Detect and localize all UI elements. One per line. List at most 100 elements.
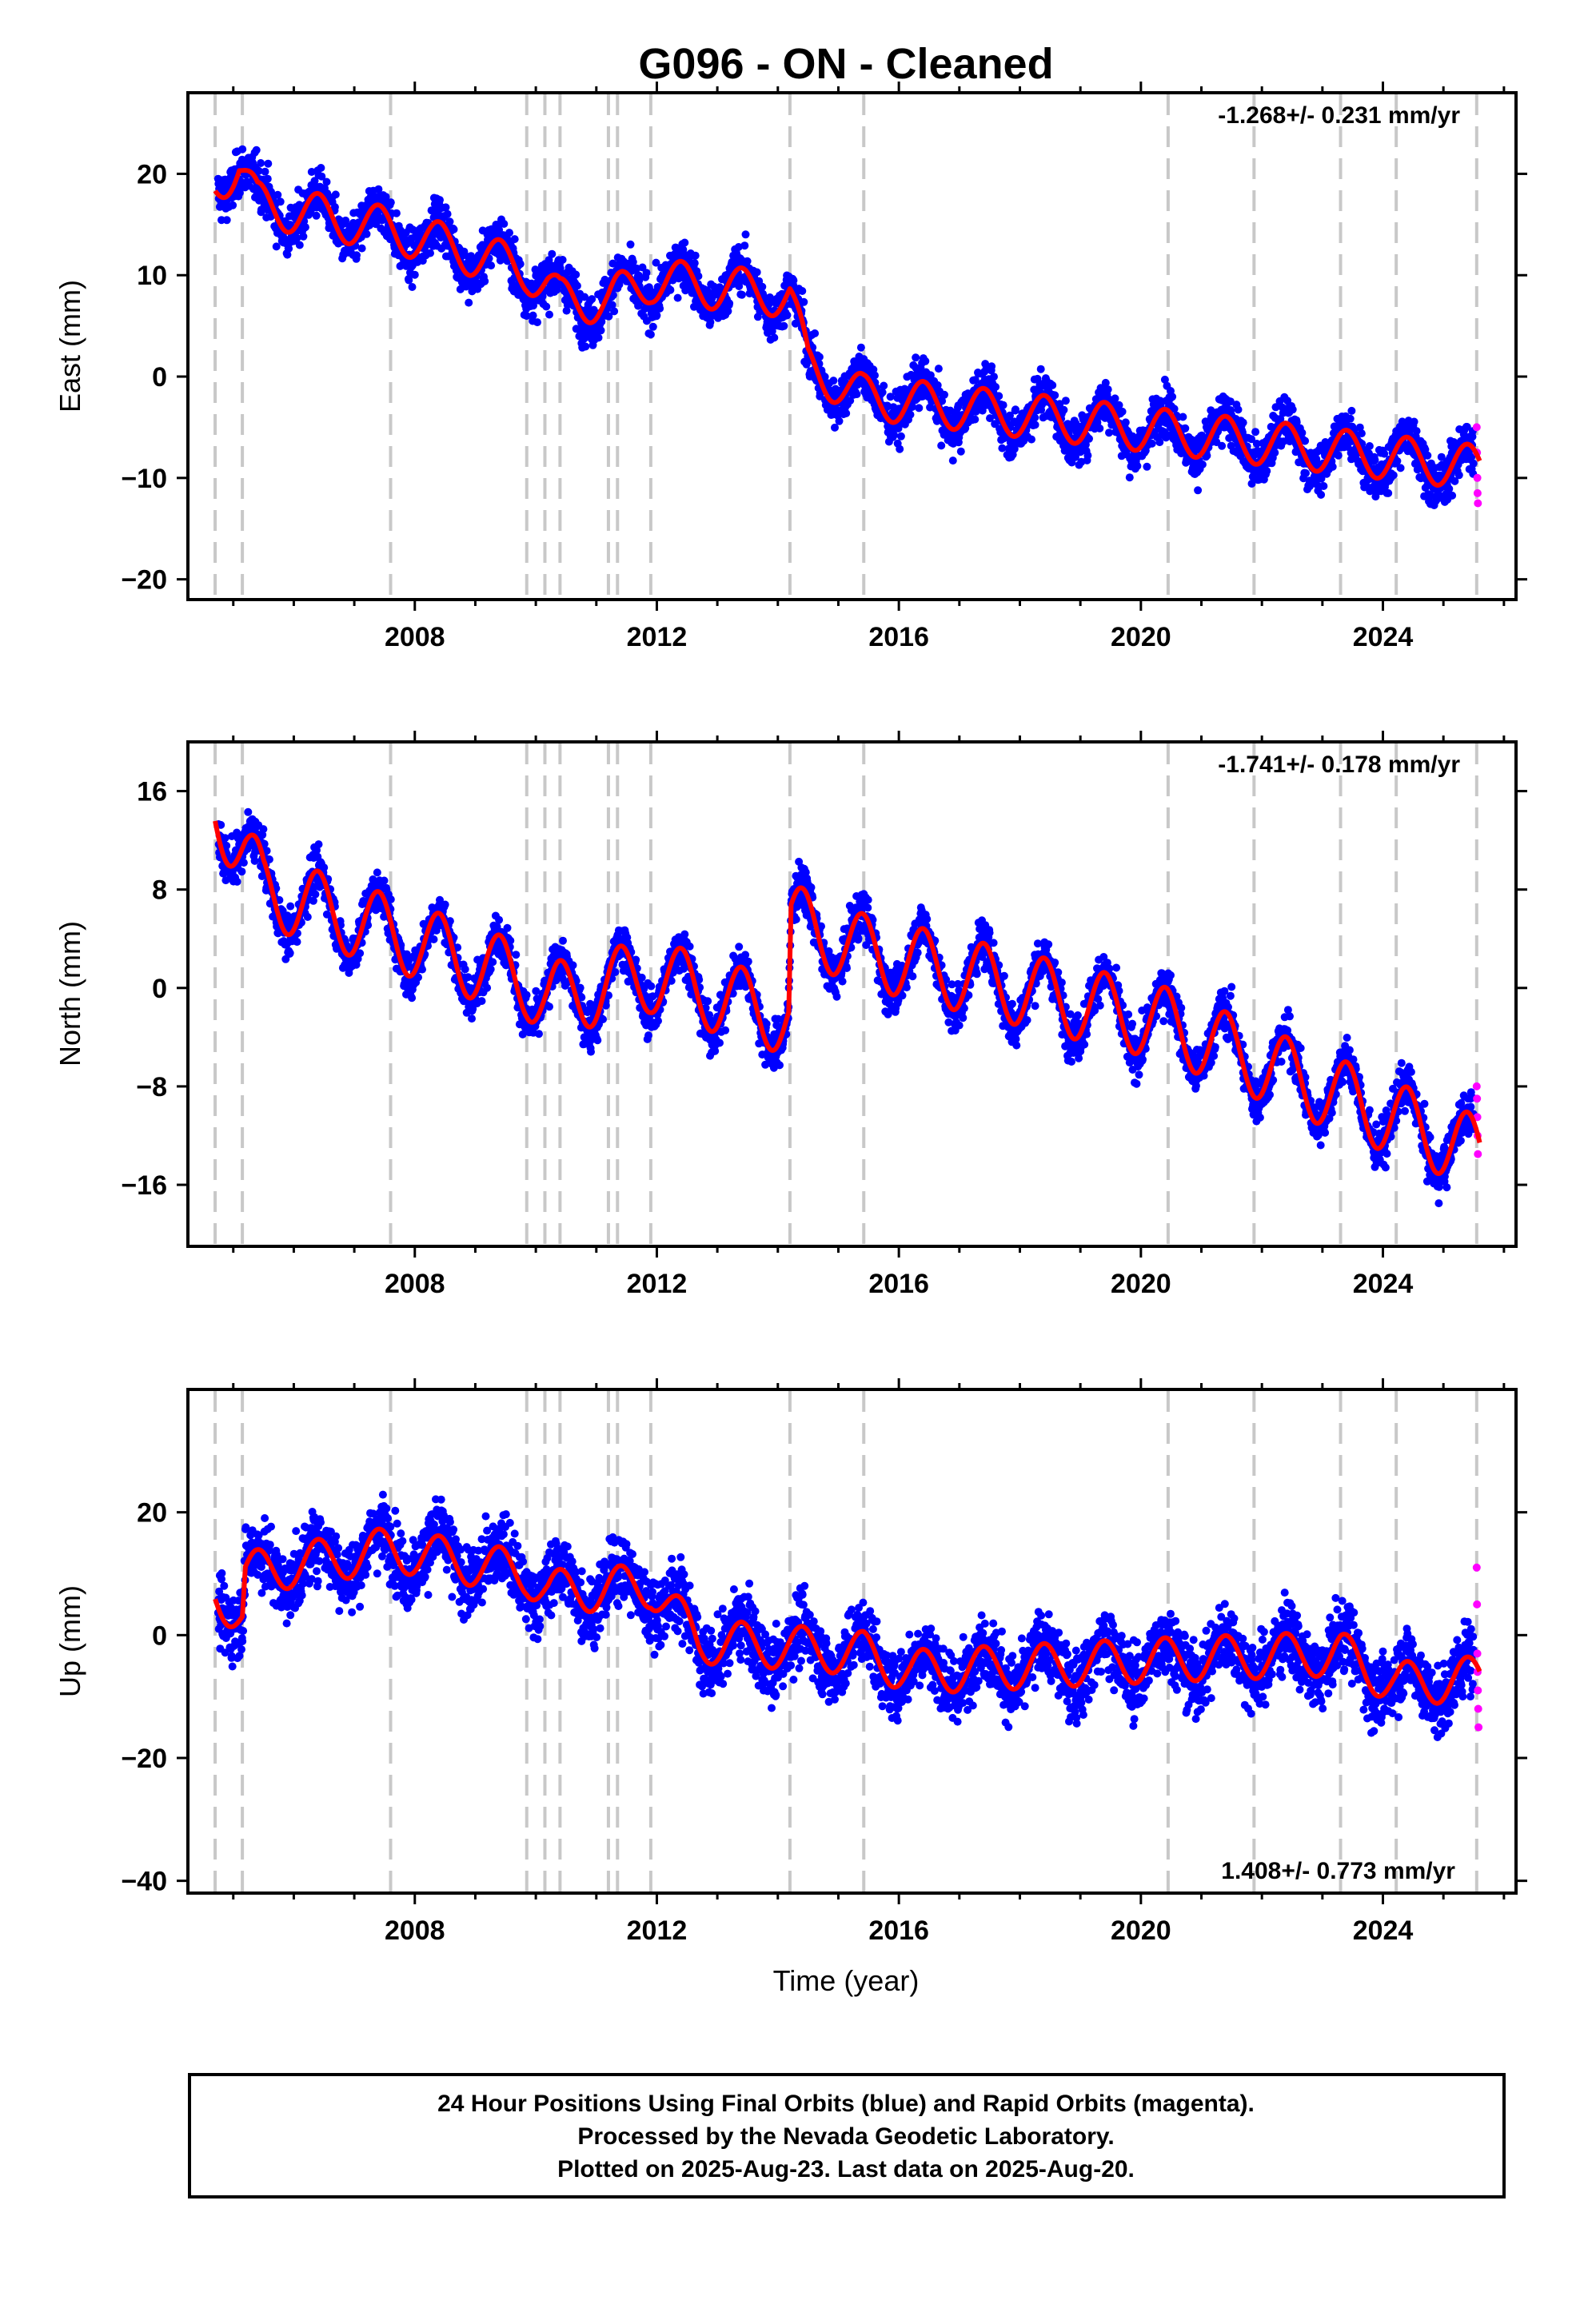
east-final-point-149 xyxy=(264,175,272,183)
east-final-point-536 xyxy=(393,209,401,217)
east-final-point-3268 xyxy=(1302,469,1310,477)
east-final-point-1585 xyxy=(742,230,750,238)
east-final-point-2958 xyxy=(1199,460,1207,468)
east-final-point-3699 xyxy=(1445,484,1453,492)
east-final-point-573 xyxy=(405,277,413,285)
east-final-point-3366 xyxy=(1335,452,1343,460)
east-final-point-1574 xyxy=(738,291,746,299)
east-final-point-3594 xyxy=(1410,418,1418,426)
east-final-point-1150 xyxy=(597,326,605,334)
east-final-point-1536 xyxy=(725,299,733,307)
east-final-point-2762 xyxy=(1133,462,1141,470)
east-final-point-801 xyxy=(481,277,489,285)
east-final-point-1300 xyxy=(647,330,655,338)
east-final-point-1381 xyxy=(674,294,682,302)
east-final-point-2048 xyxy=(896,445,904,453)
east-final-point-179 xyxy=(273,191,281,199)
east-final-point-2739 xyxy=(1126,473,1134,481)
east-final-point-2867 xyxy=(1168,393,1176,401)
east-final-point-3322 xyxy=(1319,482,1327,490)
north-final-point-77 xyxy=(240,859,248,867)
east-final-point-2052 xyxy=(897,433,905,440)
east-final-point-1079 xyxy=(573,282,581,290)
east-ytick-label-0: −20 xyxy=(121,565,167,596)
east-final-point-1619 xyxy=(753,269,761,277)
east-final-point-1104 xyxy=(581,343,589,351)
east-final-point-637 xyxy=(426,249,434,257)
east-final-point-2674 xyxy=(1104,385,1112,393)
east-final-point-2331 xyxy=(990,373,998,381)
east-final-point-1190 xyxy=(610,307,618,315)
east-final-point-859 xyxy=(500,220,508,228)
north-final-point-318 xyxy=(320,863,328,871)
east-final-point-820 xyxy=(487,261,495,269)
north-final-point-792 xyxy=(478,997,486,1005)
east-final-point-1729 xyxy=(789,277,797,285)
east-final-point-2274 xyxy=(971,416,979,424)
north-final-point-237 xyxy=(293,938,301,946)
north-final-point-1036 xyxy=(559,937,567,945)
north-final-point-964 xyxy=(535,1030,543,1038)
gps-timeseries-figure: G096 - ON - Cleaned −20−1001020 20082012… xyxy=(0,0,1580,2320)
east-final-point-1853 xyxy=(831,424,839,432)
east-final-point-2096 xyxy=(912,353,920,361)
east-final-point-2791 xyxy=(1143,463,1151,471)
east-final-point-1793 xyxy=(811,329,819,337)
east-final-point-1143 xyxy=(595,333,603,341)
east-final-point-696 xyxy=(446,217,454,225)
north-final-point-648 xyxy=(430,935,438,943)
east-final-point-1866 xyxy=(836,417,844,425)
east-final-point-446 xyxy=(363,230,371,238)
north-final-point-742 xyxy=(461,965,469,973)
east-final-point-1807 xyxy=(816,353,824,361)
east-final-point-2514 xyxy=(1051,391,1059,399)
east-final-point-3708 xyxy=(1448,492,1456,500)
east-final-point-708 xyxy=(450,225,458,233)
east-final-point-3175 xyxy=(1271,448,1279,456)
east-final-point-1887 xyxy=(842,409,850,417)
east-final-point-1671 xyxy=(770,333,778,341)
east-final-point-2541 xyxy=(1059,406,1067,414)
east-final-point-26 xyxy=(223,216,231,224)
east-final-point-1849 xyxy=(829,377,837,385)
north-final-point-90 xyxy=(244,808,252,816)
east-final-point-2472 xyxy=(1037,365,1045,373)
east-final-point-2336 xyxy=(991,383,999,391)
east-final-point-3402 xyxy=(1347,415,1355,423)
east-final-point-1760 xyxy=(800,298,808,306)
east-final-point-3601 xyxy=(1413,427,1421,435)
east-final-point-256 xyxy=(299,233,307,241)
east-final-point-583 xyxy=(409,283,417,291)
east-final-point-1239 xyxy=(627,241,635,249)
east-final-point-2507 xyxy=(1048,381,1056,389)
north-final-point-519 xyxy=(387,895,395,903)
east-final-point-3065 xyxy=(1235,405,1243,413)
east-xtick-label-2024: 2024 xyxy=(1353,622,1414,652)
east-final-point-2455 xyxy=(1031,421,1039,429)
east-final-point-3543 xyxy=(1393,457,1401,465)
east-final-point-1434 xyxy=(692,252,700,260)
north-final-point-71 xyxy=(237,867,245,875)
east-final-point-1035 xyxy=(559,256,567,264)
east-final-point-416 xyxy=(353,251,361,259)
north-final-point-582 xyxy=(408,994,416,1002)
east-final-point-3349 xyxy=(1329,463,1337,471)
north-final-point-895 xyxy=(512,951,520,959)
chart-title: G096 - ON - Cleaned xyxy=(638,40,1053,88)
east-final-point-353 xyxy=(332,190,340,198)
east-final-point-2173 xyxy=(937,441,945,449)
east-final-point-1003 xyxy=(548,250,556,258)
north-final-point-844 xyxy=(495,916,503,924)
east-final-point-2080 xyxy=(907,411,915,419)
east-final-point-1919 xyxy=(853,390,861,398)
east-final-point-1075 xyxy=(572,271,580,279)
east-final-point-3532 xyxy=(1390,471,1398,479)
east-final-point-3117 xyxy=(1251,428,1259,436)
north-final-point-995 xyxy=(545,1003,553,1011)
east-ytick-label-2: 0 xyxy=(152,362,167,393)
north-final-point-292 xyxy=(311,891,319,899)
east-final-point-309 xyxy=(317,164,325,172)
east-final-point-1700 xyxy=(780,322,788,330)
north-final-point-499 xyxy=(381,877,389,885)
east-final-point-3151 xyxy=(1263,467,1271,475)
